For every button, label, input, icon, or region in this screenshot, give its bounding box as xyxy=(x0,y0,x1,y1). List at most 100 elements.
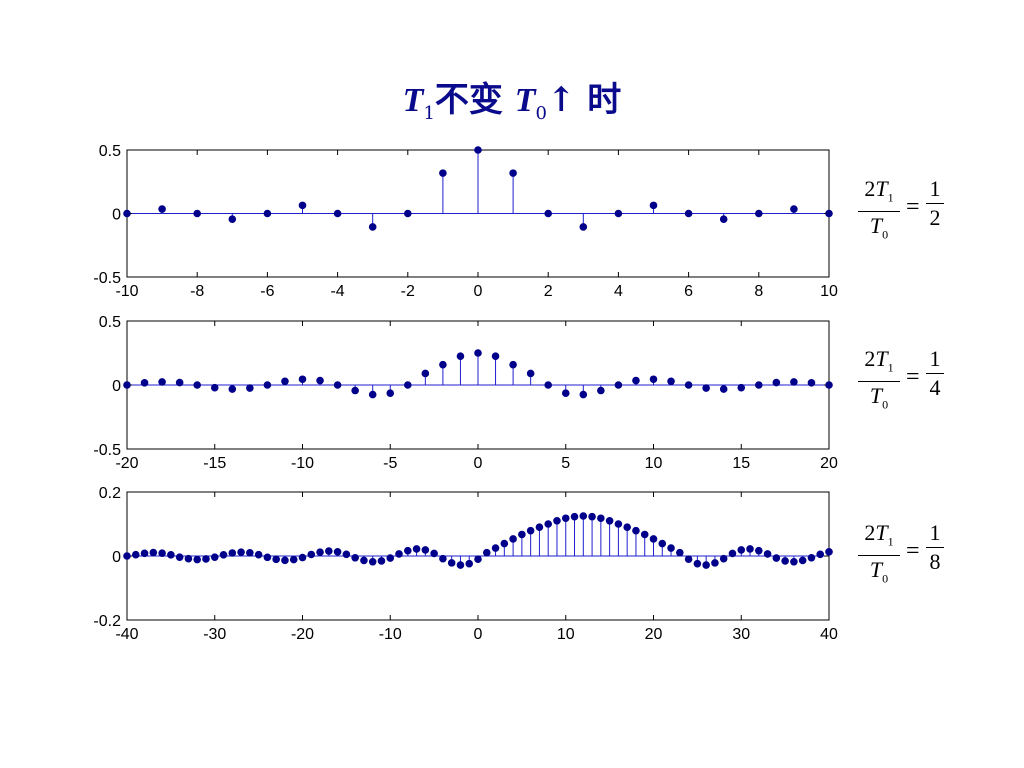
stem-marker xyxy=(456,352,465,361)
stem-marker xyxy=(535,523,544,532)
formula-1: 2T1 T0 = 1 2 xyxy=(858,176,958,256)
formula-3-rhs-bar xyxy=(926,547,944,548)
stem-marker xyxy=(281,556,289,565)
stem-marker xyxy=(456,561,465,569)
stem-marker xyxy=(728,549,737,558)
stem-marker xyxy=(614,520,623,528)
stem-marker xyxy=(676,548,684,557)
formula-1-lhs: 2T1 T0 xyxy=(858,176,900,248)
stem-marker xyxy=(149,548,158,557)
stem-marker xyxy=(228,549,237,557)
stem-marker xyxy=(772,378,781,387)
stem-marker xyxy=(684,555,693,564)
x-tick-label: 4 xyxy=(614,283,623,300)
formula-2-equals: = xyxy=(906,364,920,390)
stem-marker xyxy=(131,550,140,559)
x-tick-label: 15 xyxy=(732,455,750,472)
stem-marker xyxy=(667,544,675,552)
x-tick-label: -6 xyxy=(260,283,274,300)
stem-marker xyxy=(658,539,667,548)
stem-marker xyxy=(790,205,798,213)
stem-marker xyxy=(702,561,710,569)
stem-marker xyxy=(518,530,526,539)
stem-marker xyxy=(439,360,447,369)
stem-marker xyxy=(404,209,412,218)
y-tick-label: 0.5 xyxy=(99,314,121,331)
title-t0: T xyxy=(514,82,536,119)
stem-marker xyxy=(193,555,201,564)
x-tick-label: 30 xyxy=(732,626,750,643)
stem-marker xyxy=(719,554,728,563)
x-tick-label: -20 xyxy=(115,455,138,472)
formula-2-lhs: 2T1 T0 xyxy=(858,346,900,418)
formula-3-rhs-den: 8 xyxy=(929,549,941,574)
stem-marker xyxy=(632,376,640,385)
y-tick-label: 0 xyxy=(112,549,121,566)
y-tick-label: 0 xyxy=(112,378,121,395)
formula-3-equals: = xyxy=(906,538,920,564)
stem-marker xyxy=(263,381,272,389)
stem-marker xyxy=(316,548,324,557)
stem-marker xyxy=(333,548,342,556)
x-tick-label: -20 xyxy=(291,626,314,643)
stem-marker xyxy=(640,530,649,539)
stem-marker xyxy=(588,512,596,521)
x-tick-label: 5 xyxy=(561,455,570,472)
stem-marker xyxy=(614,209,623,218)
stem-marker xyxy=(526,526,535,535)
stem-marker xyxy=(246,548,254,557)
stem-marker xyxy=(342,550,351,559)
x-tick-label: -5 xyxy=(383,455,397,472)
stem-marker xyxy=(298,375,307,384)
x-tick-label: -4 xyxy=(330,283,344,300)
stem-marker xyxy=(649,535,658,543)
stem-marker xyxy=(614,381,623,389)
stem-marker xyxy=(237,548,245,556)
stem-marker xyxy=(579,223,588,231)
stem-marker xyxy=(755,381,763,389)
stem-marker xyxy=(579,512,588,520)
stem-marker xyxy=(210,553,219,562)
stem-marker xyxy=(404,546,412,555)
x-tick-label: 6 xyxy=(684,283,693,300)
stem-marker xyxy=(175,378,184,387)
formula-2-rhs-num: 1 xyxy=(929,346,941,371)
stem-marker xyxy=(158,205,166,213)
stem-marker xyxy=(579,390,588,399)
stem-marker xyxy=(509,535,517,543)
stem-marker xyxy=(482,548,491,557)
stem-marker xyxy=(605,517,614,525)
stem-marker xyxy=(158,549,166,557)
x-tick-label: 40 xyxy=(820,626,838,643)
stem-marker xyxy=(561,389,570,397)
stem-marker xyxy=(368,223,377,231)
stem-marker xyxy=(404,381,412,389)
title-tail: ↑ 时 xyxy=(546,80,622,120)
stem-marker xyxy=(289,555,298,564)
stem-marker xyxy=(790,378,798,386)
formula-2-den-var: T xyxy=(869,383,883,409)
stem-marker xyxy=(421,369,430,378)
stem-marker xyxy=(737,546,746,554)
stem-marker xyxy=(307,550,316,559)
title-middle: 不变 xyxy=(434,80,515,120)
formula-1-den-var: T xyxy=(869,213,883,239)
stem-marker xyxy=(509,169,517,177)
x-tick-label: 10 xyxy=(645,455,663,472)
stem-marker xyxy=(298,201,307,210)
title-t1: T xyxy=(402,82,424,119)
x-tick-label: -40 xyxy=(115,626,138,643)
stem-marker xyxy=(746,545,754,553)
stem-marker xyxy=(351,386,359,395)
stem-marker xyxy=(667,377,675,386)
x-tick-label: 10 xyxy=(820,283,838,300)
x-tick-label: -2 xyxy=(401,283,415,300)
y-tick-label: -0.2 xyxy=(93,613,121,630)
formula-1-lhs-den: T0 xyxy=(858,213,900,247)
stem-marker xyxy=(123,552,131,560)
stem-marker xyxy=(140,379,149,387)
stem-marker xyxy=(184,554,193,563)
formula-2-lhs-bar xyxy=(858,381,900,383)
stem-marker xyxy=(825,209,833,218)
plot-2: -20 -15 -10 -5 0 5 10 15 20 -0.5 0 0.5 xyxy=(93,314,838,472)
